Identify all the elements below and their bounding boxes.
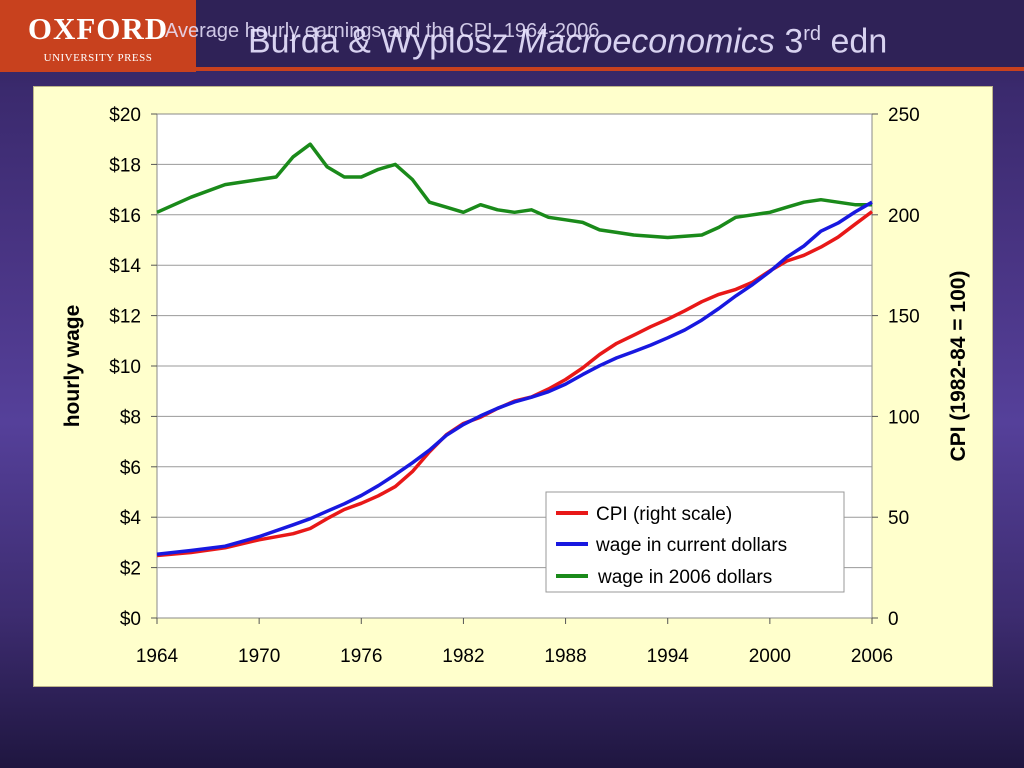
x-tick-label: 1982 bbox=[442, 646, 484, 667]
x-tick-label: 2006 bbox=[851, 646, 893, 667]
x-tick-label: 2000 bbox=[749, 646, 791, 667]
y2-tick-label: 150 bbox=[888, 307, 920, 328]
left-axis-ticks: $0 $2 $4 $6 $8 $10 $12 $14 $16 $18 $20 bbox=[109, 105, 157, 630]
y-tick-label: $16 bbox=[109, 206, 141, 227]
y2-tick-label: 200 bbox=[888, 206, 920, 227]
gridlines bbox=[157, 163, 872, 569]
logo-brand: OXFORD bbox=[27, 11, 169, 46]
y2-tick-label: 50 bbox=[888, 508, 909, 529]
accent-line bbox=[196, 67, 1024, 71]
y-tick-label: $12 bbox=[109, 307, 141, 328]
book-title-edition-suffix: rd bbox=[803, 23, 822, 45]
wage-2006-line bbox=[156, 142, 872, 240]
y2-axis-label: CPI (1982-84 = 100) bbox=[947, 271, 970, 462]
y-axis-label: hourly wage bbox=[61, 305, 84, 428]
right-axis-ticks: 0 50 100 150 200 250 bbox=[872, 105, 920, 630]
book-title-authors: Burda & Wyplosz bbox=[248, 22, 518, 61]
logo-subtitle: UNIVERSITY PRESS bbox=[43, 52, 153, 64]
y-tick-label: $4 bbox=[120, 508, 142, 529]
legend-label-wage-2006: wage in 2006 dollars bbox=[597, 567, 772, 588]
y-tick-label: $8 bbox=[120, 407, 141, 428]
legend-label-wage-current: wage in current dollars bbox=[595, 535, 787, 556]
legend-label-cpi: CPI (right scale) bbox=[596, 504, 732, 525]
x-tick-label: 1988 bbox=[544, 646, 586, 667]
book-title-name: Macroeconomics bbox=[517, 22, 775, 61]
x-tick-label: 1970 bbox=[238, 646, 280, 667]
publisher-logo: OXFORD UNIVERSITY PRESS bbox=[0, 0, 196, 72]
y2-tick-label: 100 bbox=[888, 407, 920, 428]
y-tick-label: $14 bbox=[109, 256, 141, 277]
y-tick-label: $6 bbox=[120, 458, 141, 479]
x-axis-ticks: 1964 1970 1976 1982 1988 1994 2000 2006 bbox=[136, 618, 893, 667]
y-tick-label: $10 bbox=[109, 357, 141, 378]
book-title: Burda & Wyplosz Macroeconomics 3rd edn bbox=[248, 12, 887, 63]
y2-tick-label: 0 bbox=[888, 609, 899, 630]
book-title-edition: 3 bbox=[774, 22, 804, 61]
y-tick-label: $20 bbox=[109, 105, 141, 126]
y-tick-label: $0 bbox=[120, 609, 141, 630]
y2-tick-label: 250 bbox=[888, 105, 920, 126]
y-tick-label: $2 bbox=[120, 559, 141, 580]
x-tick-label: 1994 bbox=[647, 646, 690, 667]
x-tick-label: 1964 bbox=[136, 646, 179, 667]
book-title-edn: edn bbox=[821, 22, 888, 61]
slide-title: Average hourly earnings and the CPI, 196… bbox=[165, 20, 600, 42]
wage-current-line bbox=[156, 200, 873, 556]
series-lines bbox=[156, 142, 874, 558]
y-tick-label: $18 bbox=[109, 155, 141, 176]
legend: CPI (right scale) wage in current dollar… bbox=[545, 491, 845, 593]
legend-box bbox=[545, 491, 845, 593]
x-tick-label: 1976 bbox=[340, 646, 382, 667]
